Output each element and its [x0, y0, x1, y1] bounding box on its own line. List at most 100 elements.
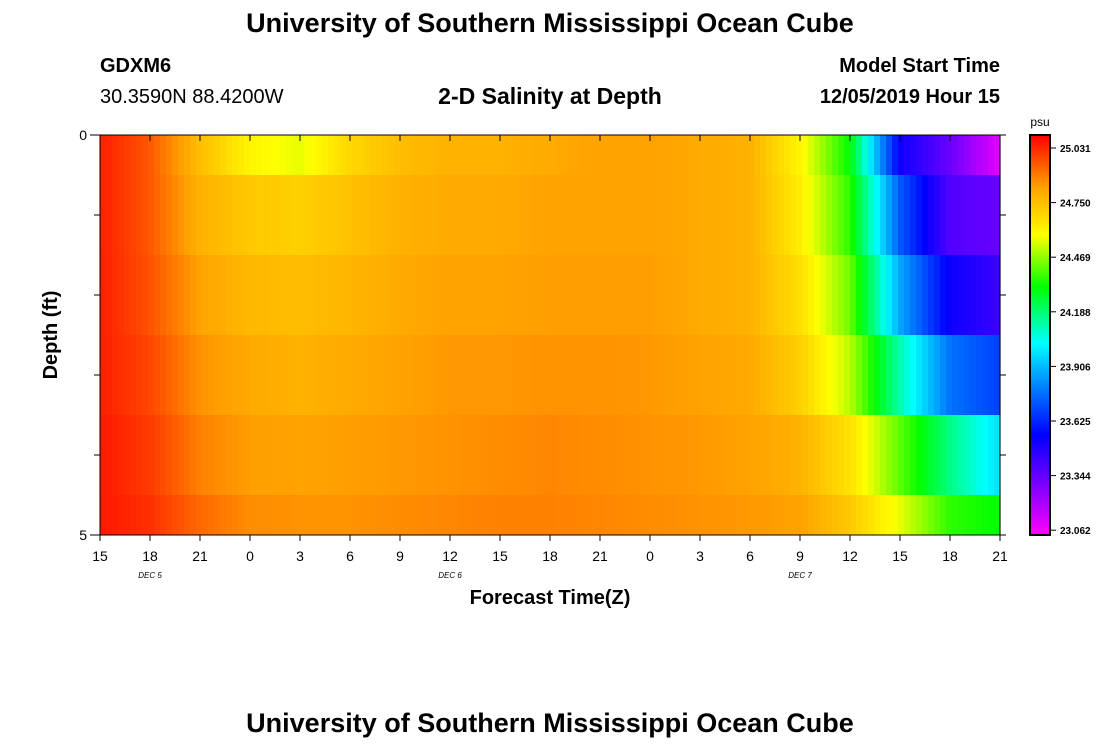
heatmap-cell: [280, 255, 287, 336]
heatmap-cell: [844, 495, 851, 536]
heatmap-cell: [802, 135, 809, 176]
heatmap-cell: [934, 335, 941, 416]
heatmap-cell: [958, 135, 965, 176]
heatmap-cell: [418, 495, 425, 536]
heatmap-cell: [862, 255, 869, 336]
heatmap-cell: [232, 335, 239, 416]
heatmap-cell: [832, 415, 839, 496]
heatmap-cell: [538, 415, 545, 496]
heatmap-cell: [742, 415, 749, 496]
heatmap-cell: [724, 255, 731, 336]
heatmap-cell: [238, 415, 245, 496]
heatmap-cell: [562, 495, 569, 536]
heatmap-cell: [448, 495, 455, 536]
heatmap-cell: [364, 175, 371, 256]
heatmap-cell: [868, 255, 875, 336]
heatmap-cell: [334, 255, 341, 336]
heatmap-cell: [316, 335, 323, 416]
heatmap-cell: [826, 415, 833, 496]
heatmap-cell: [964, 415, 971, 496]
heatmap-cell: [232, 495, 239, 536]
heatmap-cell: [106, 135, 113, 176]
heatmap-cell: [844, 415, 851, 496]
heatmap-cell: [550, 415, 557, 496]
heatmap-cell: [892, 255, 899, 336]
heatmap-cell: [616, 415, 623, 496]
heatmap-cell: [220, 175, 227, 256]
heatmap-cell: [766, 135, 773, 176]
x-tick-label: 18: [942, 548, 958, 564]
heatmap-cell: [952, 415, 959, 496]
heatmap-cell: [454, 335, 461, 416]
heatmap-cell: [772, 255, 779, 336]
heatmap-cell: [184, 495, 191, 536]
heatmap-cell: [784, 495, 791, 536]
heatmap-cell: [910, 335, 917, 416]
heatmap-cell: [124, 495, 131, 536]
heatmap-cell: [748, 255, 755, 336]
heatmap-cell: [928, 495, 935, 536]
heatmap-cell: [298, 135, 305, 176]
x-tick-label: 0: [646, 548, 654, 564]
heatmap-cell: [262, 335, 269, 416]
heatmap-cell: [676, 175, 683, 256]
heatmap-cell: [604, 255, 611, 336]
heatmap-cell: [814, 495, 821, 536]
heatmap-cell: [736, 135, 743, 176]
heatmap-cell: [334, 135, 341, 176]
heatmap-cell: [880, 415, 887, 496]
heatmap-cell: [874, 495, 881, 536]
heatmap-cell: [952, 255, 959, 336]
x-tick-label: 21: [192, 548, 208, 564]
heatmap-cell: [232, 255, 239, 336]
heatmap-cell: [790, 255, 797, 336]
heatmap-cell: [436, 135, 443, 176]
heatmap-cell: [502, 415, 509, 496]
heatmap-cell: [412, 495, 419, 536]
heatmap-cell: [904, 335, 911, 416]
x-tick-label: 12: [842, 548, 858, 564]
heatmap-cell: [934, 255, 941, 336]
heatmap-cell: [334, 495, 341, 536]
heatmap-cell: [880, 335, 887, 416]
heatmap-cell: [670, 175, 677, 256]
heatmap-cell: [538, 135, 545, 176]
heatmap-cell: [502, 135, 509, 176]
heatmap-cell: [352, 335, 359, 416]
heatmap-cell: [274, 255, 281, 336]
heatmap-cell: [226, 175, 233, 256]
heatmap-cell: [232, 175, 239, 256]
heatmap-cell: [100, 415, 107, 496]
x-date-label: DEC 5: [138, 571, 162, 580]
heatmap-cell: [724, 135, 731, 176]
heatmap-cell: [418, 255, 425, 336]
heatmap-cell: [448, 415, 455, 496]
heatmap-cell: [178, 415, 185, 496]
heatmap-cell: [124, 415, 131, 496]
heatmap-cell: [556, 135, 563, 176]
heatmap-cell: [142, 175, 149, 256]
heatmap-cell: [100, 135, 107, 176]
heatmap-cell: [934, 415, 941, 496]
heatmap-cell: [604, 495, 611, 536]
heatmap-cell: [922, 255, 929, 336]
heatmap-cell: [340, 255, 347, 336]
heatmap-cell: [130, 335, 137, 416]
heatmap-cell: [844, 255, 851, 336]
heatmap-cell: [760, 135, 767, 176]
heatmap-cell: [424, 495, 431, 536]
heatmap-cell: [802, 415, 809, 496]
heatmap-cell: [412, 415, 419, 496]
heatmap-cell: [862, 335, 869, 416]
heatmap-cell: [184, 255, 191, 336]
heatmap-cell: [568, 335, 575, 416]
heatmap-cell: [706, 255, 713, 336]
heatmap-cell: [298, 175, 305, 256]
x-tick-label: 21: [992, 548, 1008, 564]
heatmap-cell: [472, 135, 479, 176]
heatmap-cell: [940, 255, 947, 336]
heatmap-cell: [520, 495, 527, 536]
heatmap-cell: [898, 135, 905, 176]
heatmap-cell: [370, 135, 377, 176]
heatmap-cell: [580, 495, 587, 536]
